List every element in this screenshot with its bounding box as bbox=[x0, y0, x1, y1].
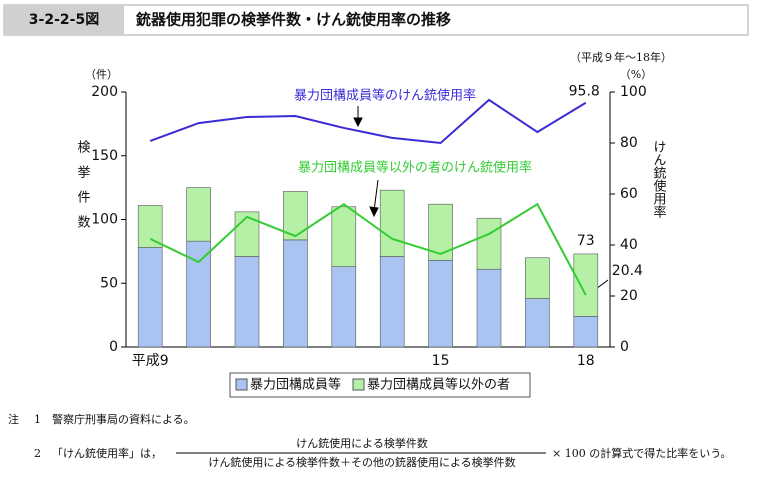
bar bbox=[476, 268, 502, 348]
line-label: 暴力団構成員等のけん銃使用率 bbox=[294, 88, 476, 104]
note-num: 1 bbox=[34, 413, 41, 426]
figure-title: 銃器使用犯罪の検挙件数・けん銃使用率の推移 bbox=[136, 11, 451, 29]
note-text: × 100 の計算式で得た比率をいう。 bbox=[552, 446, 732, 460]
note-text: 警察庁刑事局の資料による。 bbox=[52, 412, 195, 426]
y-tick-label: 0 bbox=[109, 339, 118, 355]
bar bbox=[137, 247, 163, 348]
y2-tick-label: 0 bbox=[620, 339, 629, 355]
legend-swatch bbox=[235, 378, 248, 391]
fraction-numerator: けん銃使用による検挙件数 bbox=[296, 436, 428, 450]
bar bbox=[283, 239, 308, 348]
bar bbox=[525, 257, 550, 299]
y2-unit: （%） bbox=[620, 68, 652, 81]
value-label: 20.4 bbox=[612, 263, 643, 279]
y2-tick-label: 100 bbox=[620, 84, 647, 100]
y2-tick-label: 60 bbox=[620, 186, 638, 202]
y-tick-label: 50 bbox=[100, 275, 118, 291]
notes-label: 注 bbox=[8, 412, 19, 426]
total-label: 73 bbox=[577, 233, 595, 249]
legend-label: 暴力団構成員等 bbox=[250, 377, 341, 393]
y-title: 検挙件数 bbox=[75, 140, 91, 240]
bar bbox=[573, 253, 599, 317]
y-unit: （件） bbox=[85, 68, 118, 81]
bar bbox=[428, 259, 453, 348]
bar bbox=[186, 187, 211, 242]
y-tick-label: 200 bbox=[91, 84, 118, 100]
y-tick-label: 150 bbox=[91, 148, 118, 164]
bar bbox=[234, 211, 260, 257]
y2-tick-label: 40 bbox=[620, 237, 638, 253]
note-num: 2 bbox=[34, 447, 41, 460]
x-tick-label: 平成9 bbox=[132, 353, 169, 369]
bar bbox=[331, 266, 357, 348]
legend-box bbox=[229, 372, 531, 398]
header-id-box bbox=[4, 5, 124, 35]
bar bbox=[331, 206, 357, 267]
line bbox=[149, 202, 587, 296]
y-tick-label: 100 bbox=[91, 212, 118, 228]
bar bbox=[476, 217, 502, 270]
line-label: 暴力団構成員等以外の者のけん銃使用率 bbox=[298, 160, 532, 176]
note-text: 「けん銃使用率」は， bbox=[52, 446, 162, 460]
bar bbox=[573, 316, 599, 348]
bar bbox=[525, 298, 550, 348]
period: （平成９年～18年） bbox=[570, 50, 672, 64]
fraction-denominator: けん銃使用による検挙件数＋その他の銃器使用による検挙件数 bbox=[208, 455, 515, 469]
legend-swatch bbox=[352, 378, 365, 391]
x-tick-label: 15 bbox=[432, 353, 450, 369]
bar bbox=[234, 256, 260, 348]
bar bbox=[137, 205, 163, 248]
y2-tick-label: 20 bbox=[620, 288, 638, 304]
figure-id: 3-2-2-5図 bbox=[29, 12, 99, 28]
legend-label: 暴力団構成員等以外の者 bbox=[367, 377, 510, 393]
line bbox=[149, 98, 587, 145]
y2-tick-label: 80 bbox=[620, 135, 638, 151]
header-box bbox=[3, 4, 749, 36]
x-tick-label: 18 bbox=[577, 353, 595, 369]
value-label: 95.8 bbox=[569, 84, 600, 100]
bar bbox=[379, 256, 405, 348]
bar bbox=[379, 189, 405, 257]
y2-title: けん銃使用率 bbox=[651, 140, 667, 218]
